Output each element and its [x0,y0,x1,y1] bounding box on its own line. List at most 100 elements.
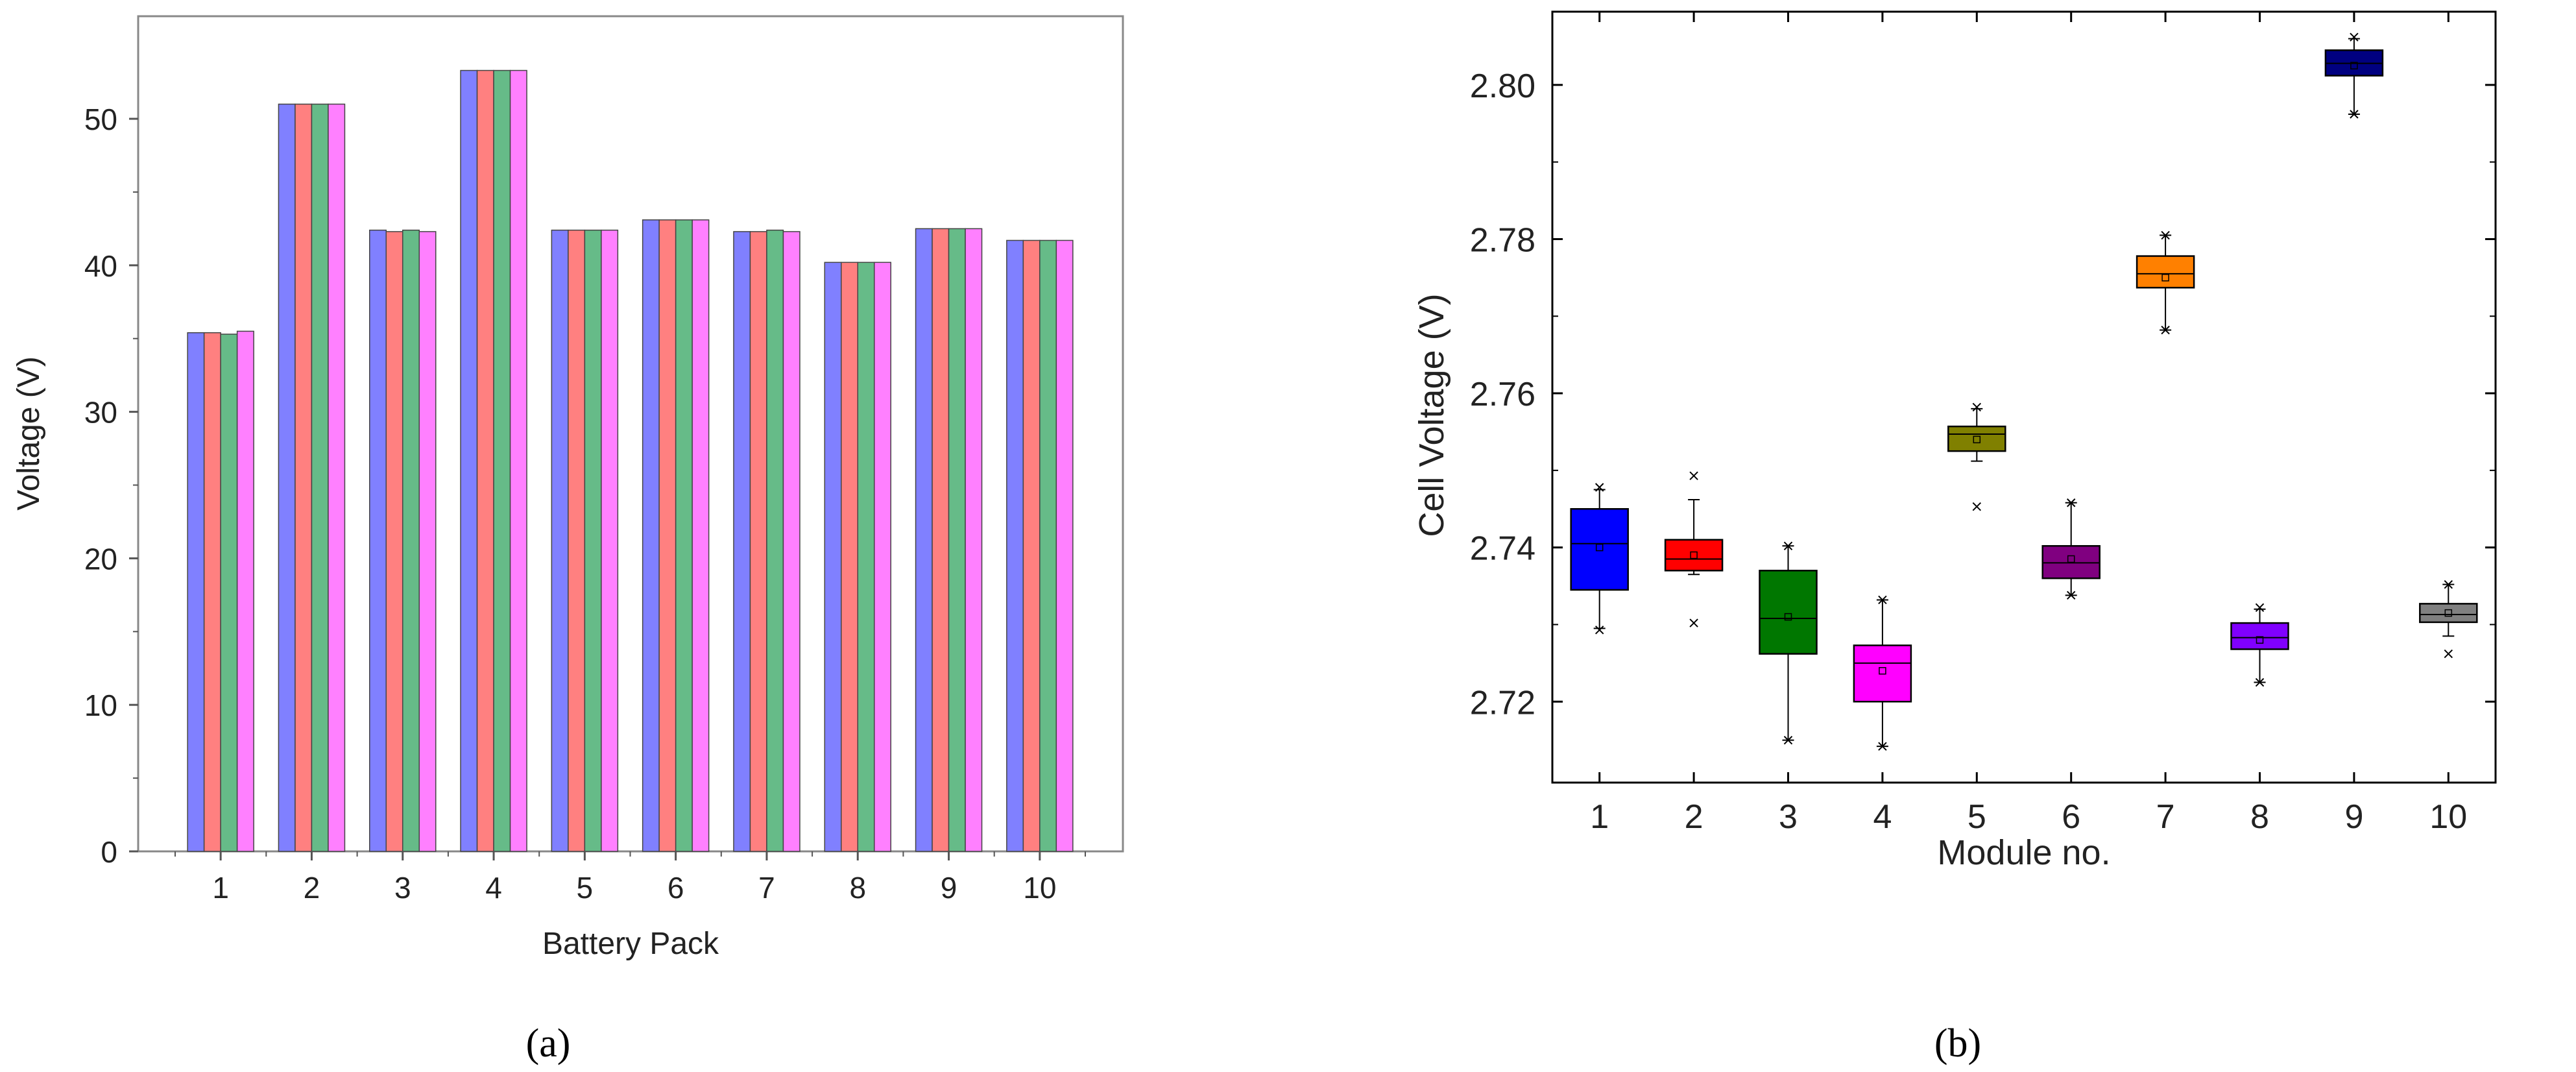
bar [584,229,602,852]
box-plot-module-8 [2230,603,2289,687]
bar-chart-x-axis-label: Battery Pack [542,927,719,961]
box-plot-caption: (b) [1934,1021,1981,1066]
bar [220,334,238,852]
box [1759,570,1818,655]
box-plot-x-tick-label: 1 [1590,798,1609,836]
bar [187,332,205,852]
box-plot-module-5 [1947,402,2006,511]
box-plot-y-ticks: 2.72 2.74 2.76 2.78 2.80 [1470,67,2496,722]
box-mean-marker [2350,62,2358,69]
box-mean-marker [1879,666,1886,675]
box-mean-marker [2067,555,2075,563]
bar [658,219,677,852]
bar [476,69,494,852]
bar [203,332,221,852]
box [1853,644,1912,703]
bar [692,219,710,852]
bar [1006,239,1024,852]
bar [915,228,933,852]
bar-chart-x-tick-label: 10 [1023,871,1056,905]
bar [311,103,329,852]
box-extreme-marker [2350,110,2359,119]
box-extreme-marker [2350,32,2359,42]
box-extreme-marker [2444,579,2453,589]
box-plot-x-tick-label: 2 [1685,798,1703,836]
box-extreme-marker [2066,591,2076,600]
bar-chart-x-tick-label: 7 [758,871,775,905]
bar-chart-panel: 0 10 20 30 40 50 1 2 3 4 5 6 7 8 9 10 Voltage (V) Batt… [12,15,1124,1066]
box-extreme-marker [1878,742,1887,751]
box [1664,539,1724,572]
box-plot-module-6 [2041,498,2101,600]
bar-chart-y-tick-label: 10 [84,688,117,722]
box-extreme-marker [1595,626,1604,635]
bar-chart-y-tick-label: 30 [84,396,117,430]
bar-chart-y-tick-label: 50 [84,103,117,136]
box-extreme-marker [1595,483,1604,492]
bar [568,229,586,852]
bar [675,219,693,852]
box-mean-marker [1784,613,1792,621]
bar [509,69,527,852]
bar [841,262,858,852]
bar-chart-y-ticks: 0 10 20 30 40 50 [84,103,138,869]
box-plot-module-3 [1759,541,1818,745]
box-plot-y-axis-label: Cell Voltage (V) [1412,293,1451,537]
bar [1039,239,1057,852]
bar-chart-x-tick-label: 2 [304,871,320,905]
bar [824,262,842,852]
bar-chart-x-tick-label: 5 [577,871,594,905]
box-plot-x-ticks: 1 2 3 4 5 6 7 8 9 10 [1590,12,2467,836]
bar [948,228,966,852]
box-plot-y-tick-label: 2.78 [1470,221,1535,259]
box-extreme-marker [1689,471,1698,480]
box-plot-x-tick-label: 5 [1968,798,1986,836]
box-extreme-marker [2161,325,2170,335]
bar [857,262,875,852]
bar [782,231,800,852]
bar-chart-x-tick-label: 8 [849,871,866,905]
bar-chart-y-tick-label: 0 [101,835,117,869]
bar-chart-x-tick-label: 4 [485,871,502,905]
bar [328,103,346,852]
bar-chart-x-tick-label: 6 [668,871,684,905]
bar [874,262,891,852]
box-extreme-marker [2255,677,2265,687]
box-plot-module-9 [2324,32,2384,119]
bar [460,69,478,852]
box-plot-module-1 [1570,483,1629,635]
bar [733,231,751,852]
bar-chart-y-axis-label: Voltage (V) [12,356,46,510]
box-extreme-marker [1783,735,1793,745]
box-extreme-marker [2255,603,2265,613]
box-extreme-marker [1783,541,1793,550]
bar [551,229,569,852]
box-extreme-marker [1972,402,1982,412]
bar-chart-x-tick-label: 9 [941,871,957,905]
bar-chart-x-tick-label: 3 [394,871,411,905]
box-extreme-marker [1689,618,1698,627]
box-mean-marker [2161,274,2169,282]
bar [295,103,313,852]
box-extreme-marker [2066,498,2076,507]
bar [1055,239,1074,852]
bar-chart-y-tick-label: 40 [84,249,117,283]
bar-chart-caption: (a) [526,1021,571,1066]
bar-chart-y-tick-label: 20 [84,542,117,576]
box-mean-marker [1595,543,1604,552]
box [1947,425,2006,452]
box-plot-x-tick-label: 3 [1779,798,1798,836]
bar-chart-x-tick-label: 1 [212,871,229,905]
bar-chart-x-ticks: 1 2 3 4 5 6 7 8 9 10 [175,851,1086,905]
box [2136,255,2195,289]
box-extreme-marker [1878,595,1887,605]
box-plot-module-10 [2419,579,2478,659]
box-plot-module-7 [2136,230,2195,335]
bar [278,103,296,852]
box-mean-marker [1690,551,1698,559]
box [2230,622,2289,650]
box-plot-boxes [1570,32,2478,751]
box-plot-plot-area [1551,10,2497,784]
box-extreme-marker [2444,649,2453,659]
bar [369,229,387,852]
